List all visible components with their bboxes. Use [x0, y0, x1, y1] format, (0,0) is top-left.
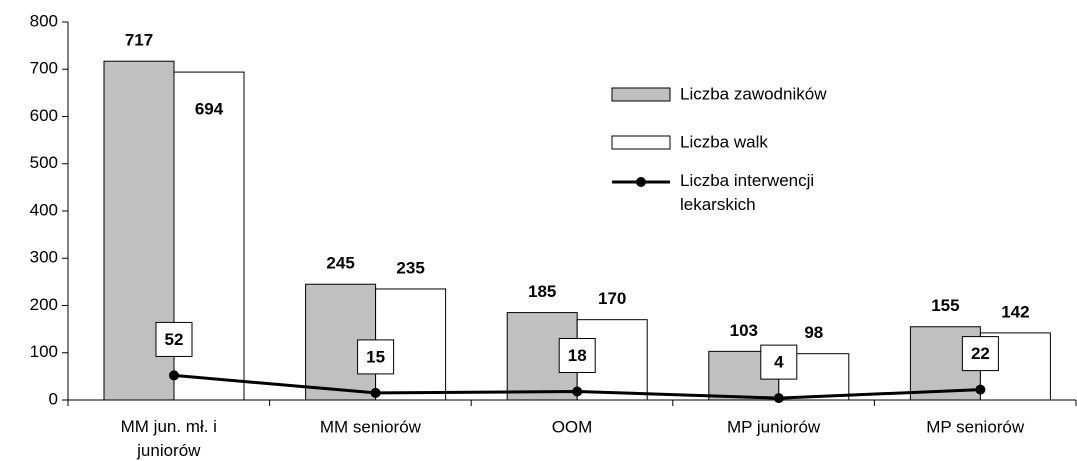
value-label: 15 [366, 347, 385, 366]
legend-label-line: lekarskich [680, 195, 756, 214]
y-tick-label: 300 [30, 248, 58, 267]
legend-marker [636, 177, 646, 187]
x-tick-label: MP seniorów [926, 417, 1025, 436]
y-tick-label: 500 [30, 153, 58, 172]
value-label-box [155, 321, 193, 357]
line-point [975, 384, 986, 395]
line-point [169, 370, 179, 381]
y-tick-label: 200 [30, 295, 58, 314]
value-label: 98 [804, 323, 823, 342]
value-label: 22 [971, 344, 990, 363]
x-tick-label: MM jun. mł. i juniorów [121, 417, 217, 460]
value-label: 155 [931, 296, 959, 315]
legend-swatch [611, 87, 671, 102]
y-tick-label: 100 [30, 342, 58, 361]
y-tick-label: 600 [30, 106, 58, 125]
x-tick-label-line: MM jun. mł. i [121, 417, 217, 436]
value-label-box [558, 337, 596, 373]
y-tick-label: 400 [30, 200, 58, 219]
line-point [773, 393, 784, 404]
legend-label-line: Liczba interwencji [680, 171, 814, 190]
value-label: 694 [195, 100, 224, 119]
value-label-box [760, 344, 798, 380]
value-label: 103 [730, 321, 758, 340]
legend-label: Liczba walk [680, 132, 768, 151]
value-label: 245 [326, 254, 354, 273]
y-tick-label: 0 [49, 389, 58, 408]
y-tick-label: 700 [30, 59, 58, 78]
x-tick-label: MP juniorów [727, 417, 821, 436]
legend-label: Liczba zawodników [680, 84, 827, 103]
value-label: 235 [396, 258, 424, 277]
value-label-box [357, 339, 395, 375]
legend-swatch [611, 135, 671, 150]
line-point [370, 387, 381, 398]
x-tick-label: MM seniorów [320, 417, 422, 436]
x-tick-label: OOM [552, 417, 593, 436]
value-label: 170 [598, 289, 626, 308]
value-label: 4 [774, 353, 784, 372]
value-label: 52 [165, 330, 184, 349]
value-label: 185 [528, 282, 556, 301]
y-tick-label: 800 [30, 11, 58, 30]
x-tick-label-line: juniorów [136, 441, 201, 460]
value-label: 18 [568, 346, 587, 365]
value-label: 142 [1001, 302, 1029, 321]
value-label: 717 [125, 31, 153, 50]
line-point [572, 386, 583, 397]
legend-label: Liczba interwencji lekarskich [680, 171, 814, 214]
value-label-box [961, 336, 999, 372]
